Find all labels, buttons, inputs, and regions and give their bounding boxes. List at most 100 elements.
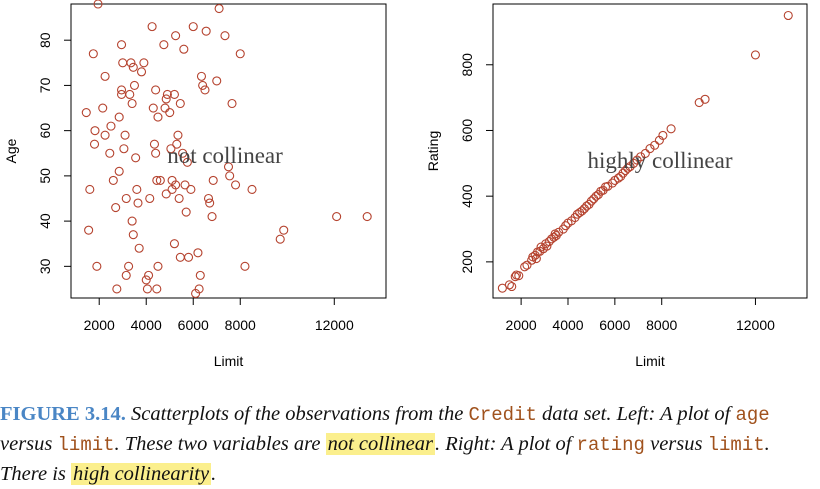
panel-2-annotation: highly collinear [588,148,733,173]
panel-1-data-point [193,248,203,258]
panel-2-x-tick-label: 12000 [736,317,775,333]
panel-1-data-point [116,85,127,95]
panel-2-data-point [520,262,530,272]
panel-1-data-point [183,252,194,262]
panel-2-data-point [700,94,710,104]
panel-1-data-point [240,261,250,271]
panel-2-data-point [750,50,760,60]
panel-2-data-point [536,242,546,252]
panel-1-data-point [151,85,161,95]
panel-1-data-point [200,85,210,95]
panel-2-data-point [510,272,520,282]
panel-2-data-point [542,241,552,251]
caption-label: FIGURE 3.14. [0,403,126,425]
panel-1-data-point [172,139,182,149]
panel-1-data-point [186,184,196,194]
panel-1-data-point [108,175,118,185]
panel-2-x-tick-label: 2000 [506,317,537,333]
panel-1-data-point [235,49,245,59]
panel-1-data-point [362,212,372,222]
panel-2-data-point [658,130,668,140]
panel-1-data-point [112,284,122,294]
panel-1-data-point [126,58,136,68]
panel-1-data-point [153,112,163,122]
panel-1-data-point [125,89,135,100]
panel-1-data-point [155,175,165,185]
figure-scatterplots: 2000 4000 6000 8000 12000 30 40 50 60 70 80 Limit Ag… [3,0,808,369]
panel-1-plot-frame [70,3,387,299]
panel-2-data-point [618,168,628,178]
panel-1-data-point [81,108,91,118]
panel-1-data-point [133,198,143,208]
panel-1-x-tick-label: 6000 [178,317,209,333]
panel-2-data-point [522,260,532,270]
panel-1-data-point [116,40,127,50]
panel-1-data-point [136,67,147,77]
caption-code-limit: limit [57,434,115,456]
panel-1-data-point [147,22,157,32]
caption-code-limit-2: limit [707,434,765,456]
panel-2-data-point [582,201,592,211]
panel-1-data-point [100,71,110,81]
panel-1-data-point [89,139,100,149]
panel-1-data-point [161,94,171,104]
caption-text-3: versus [0,433,58,455]
panel-1-y-tick-label: 70 [37,77,53,93]
panel-1-data-point [225,171,235,181]
panel-1-data-point [169,89,179,100]
caption-code-credit: Credit [468,404,537,426]
caption-highlight-high-collinearity: high collinearity [71,463,212,485]
panel-1-annotation: not collinear [167,143,283,168]
panel-1-data-point [114,166,124,176]
panel-1-data-point [132,184,142,194]
panel-1-data-point [90,126,100,136]
panel-1-data-point [181,207,191,217]
panel-2-y-axis-label: Rating [425,131,441,171]
panel-2-data-point [554,227,564,237]
panel-1-data-point [121,193,131,204]
panel-2-x-tick-label: 4000 [552,317,583,333]
panel-1-data-point [88,49,98,59]
panel-1-data-point [84,225,94,235]
panel-2-y-tick-label: 200 [459,250,475,274]
caption-code-rating: rating [576,434,645,456]
panel-1-data-point [173,130,183,140]
panel-1-data-point [175,98,185,109]
panel-1-data-point [85,184,95,194]
panel-1-data-point [114,112,124,122]
panel-2-data-point [514,271,524,281]
panel-1-y-tick-label: 80 [37,32,53,48]
panel-2-data-point [645,143,655,154]
caption-text-7: . There is [0,433,770,485]
panel-1-data-point [105,148,115,158]
panel-2-data-point [650,140,660,150]
panel-1-data-point [198,80,208,90]
panel-1-data-point [162,89,172,100]
panel-1-data-point [92,261,102,271]
panel-1-data-point [145,193,155,204]
panel-2-x-tick-label: 6000 [599,317,630,333]
panel-2-data-point [640,148,650,159]
panel-2-data-point [507,281,517,292]
panel-1-data-point [207,212,217,222]
panel-1-data-point [182,157,192,167]
panel-1-data-point [127,98,137,109]
panel-2-data-point [572,209,582,219]
panel-1-data-point [106,121,116,131]
panel-1-data-point [223,162,234,172]
panel-1-data-point [178,148,188,158]
panel-1-data-point [231,180,241,190]
panel-1-data-point [220,31,230,41]
panel-2-data-point [783,10,793,21]
panel-1-y-tick-label: 60 [37,123,53,139]
caption-text-1: Scatterplots of the observations from th… [125,403,469,425]
caption-code-age: age [735,404,770,426]
panel-1-data-point [208,175,218,185]
panel-1-data-point [194,284,204,294]
panel-1-data-point [247,184,257,194]
panel-1-y-tick-label: 50 [37,168,53,184]
panel-2-y-tick-label: 400 [459,184,475,208]
panel-1-data-point [212,76,222,86]
panel-2-x-tick-label: 8000 [646,317,677,333]
panel-1-data-point [171,180,181,190]
